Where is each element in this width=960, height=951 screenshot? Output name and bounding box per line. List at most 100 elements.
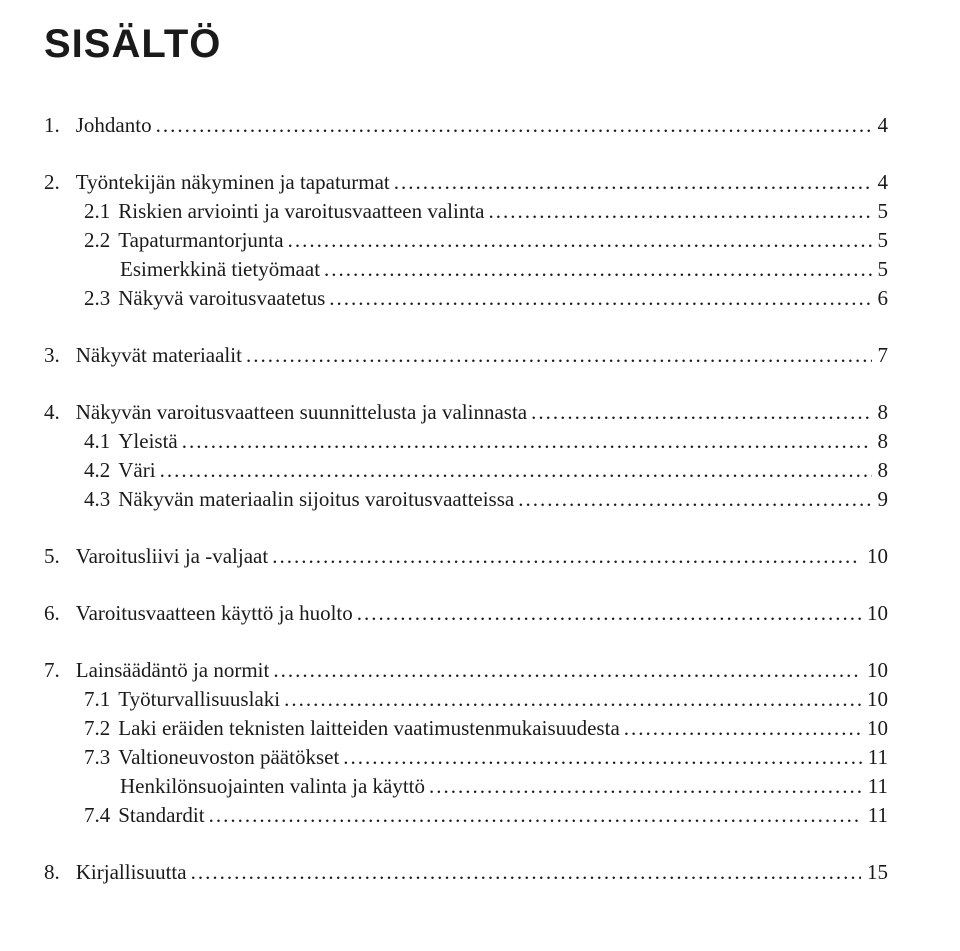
section-gap [44, 374, 888, 402]
page-title: SISÄLTÖ [44, 22, 888, 67]
toc-entry-number: 4. [44, 402, 76, 423]
section-gap [44, 518, 888, 546]
table-of-contents: 1.Johdanto42.Työntekijän näkyminen ja ta… [44, 115, 888, 883]
toc-entry-page: 10 [861, 718, 888, 739]
toc-entry-number: 2.3 [84, 288, 118, 309]
toc-entry-label: Riskien arviointi ja varoitusvaatteen va… [118, 201, 488, 222]
toc-entry-page: 11 [862, 805, 888, 826]
toc-entry-page: 10 [861, 689, 888, 710]
toc-entry-number: 5. [44, 546, 76, 567]
toc-entry-page: 5 [872, 230, 889, 251]
toc-entry-label: Näkyvän varoitusvaatteen suunnittelusta … [76, 402, 531, 423]
toc-entry-number: 2.2 [84, 230, 118, 251]
toc-leader-dots [531, 402, 871, 423]
toc-entry-label: Tapaturmantorjunta [118, 230, 287, 251]
toc-leader-dots [518, 489, 871, 510]
toc-entry-number: 1. [44, 115, 76, 136]
toc-entry-label: Varoitusvaatteen käyttö ja huolto [76, 603, 357, 624]
toc-entry-label: Näkyvän materiaalin sijoitus varoitusvaa… [118, 489, 518, 510]
toc-entry-page: 15 [861, 862, 888, 883]
toc-leader-dots [246, 345, 872, 366]
toc-entry-page: 6 [872, 288, 889, 309]
toc-entry-number: 8. [44, 862, 76, 883]
toc-leader-dots [284, 689, 861, 710]
toc-leader-dots [343, 747, 861, 768]
toc-leader-dots [156, 115, 872, 136]
toc-entry-number: 4.3 [84, 489, 118, 510]
toc-entry-number: 4.1 [84, 431, 118, 452]
toc-entry-label: Henkilönsuojainten valinta ja käyttö [120, 776, 429, 797]
toc-leader-dots [160, 460, 872, 481]
toc-entry-page: 8 [872, 431, 889, 452]
toc-entry-page: 8 [872, 402, 889, 423]
toc-entry-number: 7. [44, 660, 76, 681]
toc-entry-number: 7.4 [84, 805, 118, 826]
toc-entry-page: 4 [872, 172, 889, 193]
toc-entry-page: 5 [872, 201, 889, 222]
toc-entry-page: 8 [872, 460, 889, 481]
toc-entry-number: 7.2 [84, 718, 118, 739]
toc-entry: 2.3Näkyvä varoitusvaatetus 6 [44, 288, 888, 309]
toc-entry-label: Työntekijän näkyminen ja tapaturmat [76, 172, 394, 193]
toc-entry-number: 2.1 [84, 201, 118, 222]
toc-entry-page: 5 [872, 259, 889, 280]
toc-entry-label: Johdanto [76, 115, 156, 136]
toc-entry-label: Esimerkkinä tietyömaat [120, 259, 324, 280]
toc-entry: Henkilönsuojainten valinta ja käyttö 11 [44, 776, 888, 797]
toc-entry: 4.2Väri 8 [44, 460, 888, 481]
toc-entry-number: 6. [44, 603, 76, 624]
section-gap [44, 144, 888, 172]
toc-entry: 4.3Näkyvän materiaalin sijoitus varoitus… [44, 489, 888, 510]
toc-entry-page: 11 [862, 776, 888, 797]
toc-entry: 2.1Riskien arviointi ja varoitusvaatteen… [44, 201, 888, 222]
toc-entry: 1.Johdanto 4 [44, 115, 888, 136]
toc-entry: 8.Kirjallisuutta15 [44, 862, 888, 883]
toc-entry-label: Näkyvä varoitusvaatetus [118, 288, 329, 309]
toc-entry-number: 4.2 [84, 460, 118, 481]
toc-entry: Esimerkkinä tietyömaat 5 [44, 259, 888, 280]
toc-entry: 7.3Valtioneuvoston päätökset11 [44, 747, 888, 768]
toc-entry: 3.Näkyvät materiaalit7 [44, 345, 888, 366]
toc-entry: 5.Varoitusliivi ja -valjaat10 [44, 546, 888, 567]
section-gap [44, 317, 888, 345]
toc-leader-dots [329, 288, 871, 309]
toc-leader-dots [273, 660, 861, 681]
toc-entry-page: 11 [862, 747, 888, 768]
toc-leader-dots [429, 776, 862, 797]
toc-entry: 4.1Yleistä 8 [44, 431, 888, 452]
toc-entry: 2.2Tapaturmantorjunta 5 [44, 230, 888, 251]
toc-entry-label: Varoitusliivi ja -valjaat [76, 546, 272, 567]
toc-leader-dots [272, 546, 861, 567]
toc-entry-label: Lainsäädäntö ja normit [76, 660, 274, 681]
toc-entry: 6.Varoitusvaatteen käyttö ja huolto10 [44, 603, 888, 624]
toc-leader-dots [624, 718, 861, 739]
toc-entry-label: Yleistä [118, 431, 181, 452]
toc-entry: 7.2Laki eräiden teknisten laitteiden vaa… [44, 718, 888, 739]
toc-entry-label: Työturvallisuuslaki [118, 689, 284, 710]
toc-entry-page: 10 [861, 660, 888, 681]
section-gap [44, 632, 888, 660]
toc-entry: 4.Näkyvän varoitusvaatteen suunnittelust… [44, 402, 888, 423]
section-gap [44, 834, 888, 862]
toc-entry-label: Standardit [118, 805, 208, 826]
toc-leader-dots [324, 259, 871, 280]
section-gap [44, 575, 888, 603]
toc-leader-dots [288, 230, 872, 251]
toc-leader-dots [209, 805, 862, 826]
toc-entry: 2.Työntekijän näkyminen ja tapaturmat 4 [44, 172, 888, 193]
toc-entry-number: 7.1 [84, 689, 118, 710]
toc-entry-number: 2. [44, 172, 76, 193]
toc-leader-dots [191, 862, 861, 883]
toc-entry-number: 3. [44, 345, 76, 366]
toc-entry-page: 4 [872, 115, 889, 136]
toc-entry-label: Valtioneuvoston päätökset [118, 747, 343, 768]
toc-leader-dots [182, 431, 872, 452]
toc-entry: 7.Lainsäädäntö ja normit 10 [44, 660, 888, 681]
toc-entry-page: 7 [872, 345, 889, 366]
toc-entry: 7.4Standardit 11 [44, 805, 888, 826]
toc-leader-dots [357, 603, 861, 624]
toc-entry: 7.1Työturvallisuuslaki 10 [44, 689, 888, 710]
toc-entry-label: Väri [118, 460, 159, 481]
toc-leader-dots [488, 201, 871, 222]
toc-entry-page: 9 [872, 489, 889, 510]
